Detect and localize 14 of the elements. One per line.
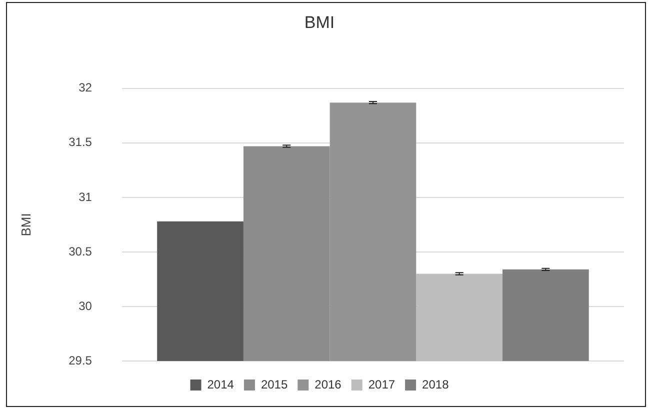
legend-label: 2015 xyxy=(260,377,288,392)
legend-label: 2018 xyxy=(422,377,450,392)
y-axis-title: BMI xyxy=(18,213,34,236)
frame: BMI 2014 2015 2016 2017 2018 BMI 29.5 30 30.5 31 31.5 32 xyxy=(6,2,646,407)
chart-title: BMI xyxy=(304,12,335,32)
legend-label: 2014 xyxy=(207,377,234,392)
y-tick-label: 32 xyxy=(78,80,92,95)
y-tick-label: 31 xyxy=(78,190,92,204)
y-tick-label: 31.5 xyxy=(68,135,92,150)
y-tick-label: 30 xyxy=(78,298,92,313)
y-tick-label: 29.5 xyxy=(68,353,92,368)
legend-label: 2017 xyxy=(368,377,396,392)
legend-label: 2016 xyxy=(314,377,342,392)
y-tick-label: 30.5 xyxy=(68,244,92,258)
